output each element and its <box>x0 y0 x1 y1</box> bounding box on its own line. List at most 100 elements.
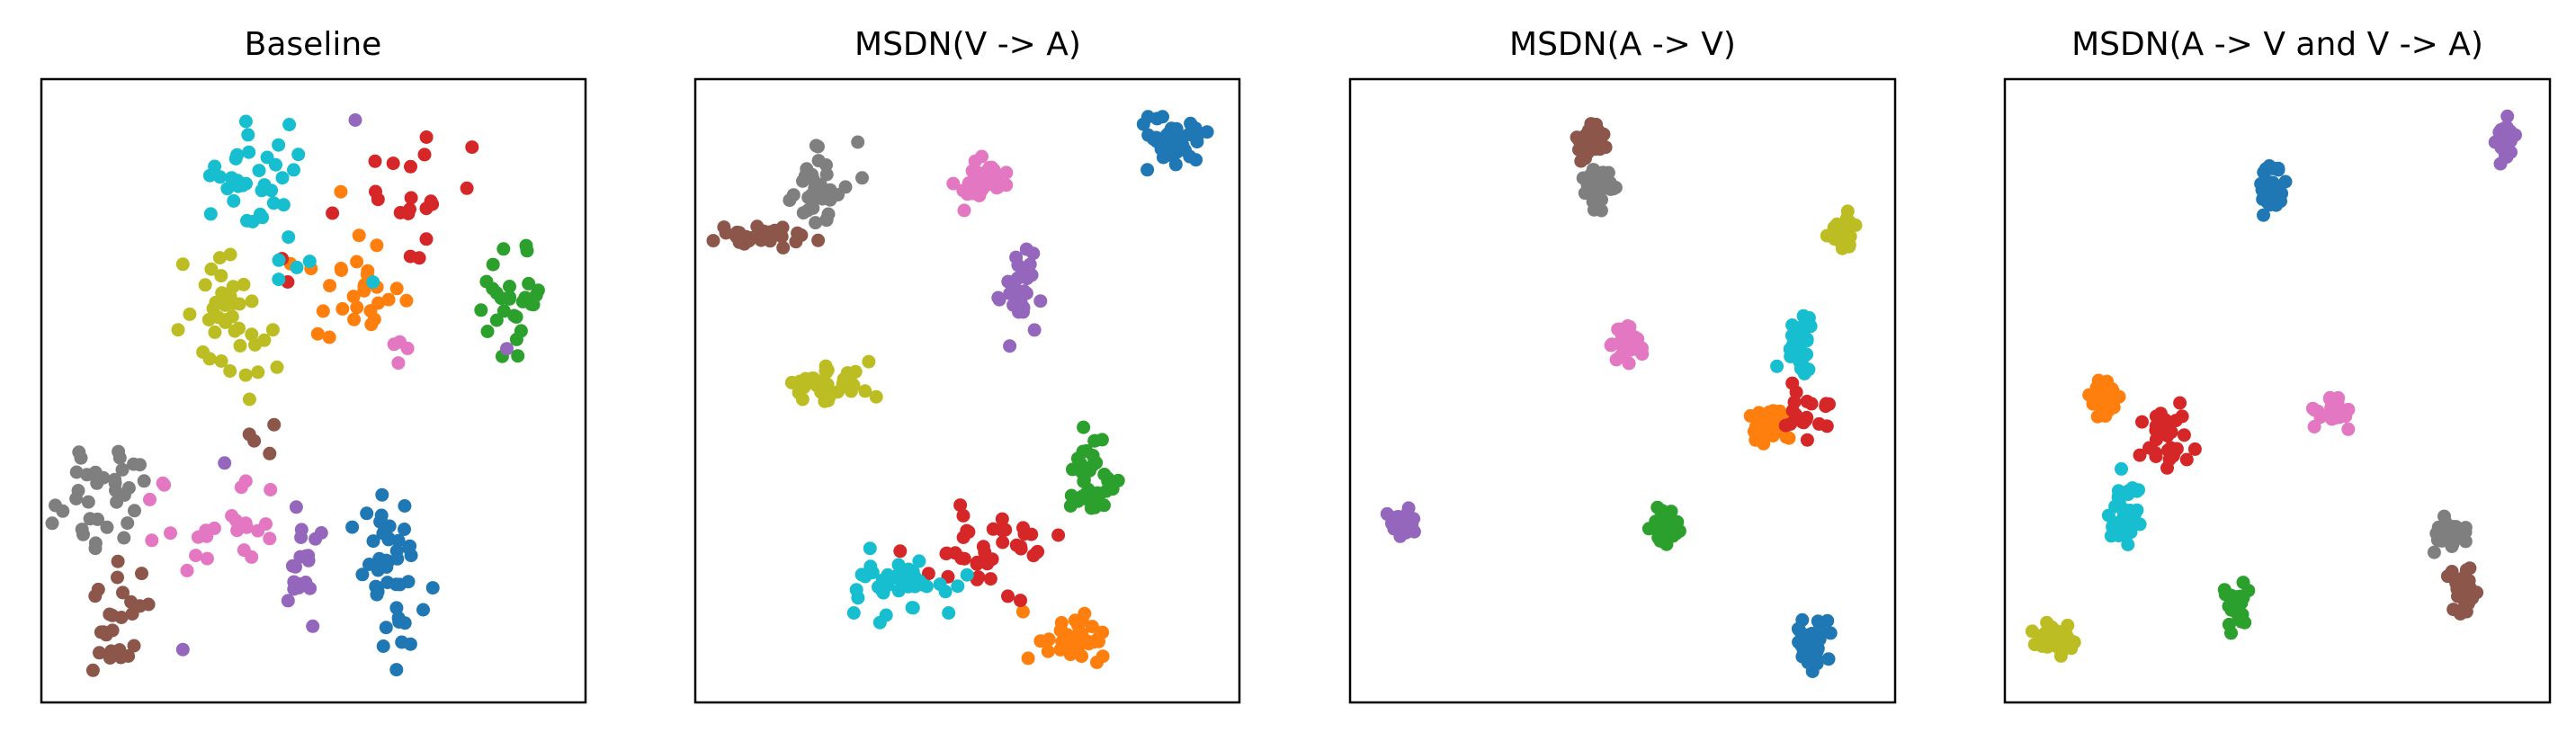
scatter-point-class-8 <box>2040 639 2054 654</box>
scatter-point-class-1 <box>1021 651 1035 666</box>
scatter-point-class-9 <box>291 148 306 162</box>
scatter-point-class-0 <box>1821 652 1836 666</box>
scatter-point-class-8 <box>270 360 284 374</box>
scatter-point-class-4 <box>291 577 305 591</box>
scatter-point-class-7 <box>2434 525 2448 540</box>
scatter-point-class-9 <box>879 608 893 622</box>
scatter-point-class-5 <box>105 608 120 622</box>
scatter-point-class-7 <box>81 495 95 509</box>
scatter-point-class-5 <box>93 646 106 660</box>
scatter-point-class-3 <box>326 206 340 220</box>
scatter-point-class-1 <box>1033 634 1048 648</box>
scatter-point-class-1 <box>370 238 384 253</box>
scatter-point-class-6 <box>2325 412 2339 426</box>
scatter-point-class-5 <box>789 235 803 249</box>
scatter-point-class-0 <box>1169 124 1184 139</box>
scatter-point-class-2 <box>1077 420 1091 434</box>
scatter-point-class-7 <box>69 465 84 479</box>
scatter-point-class-4 <box>1033 294 1048 308</box>
scatter-point-class-2 <box>515 294 530 308</box>
scatter-point-class-4 <box>314 526 328 540</box>
scatter-point-class-4 <box>218 456 232 470</box>
scatter-point-class-8 <box>265 323 280 337</box>
scatter-point-class-3 <box>1804 397 1819 411</box>
scatter-point-class-9 <box>863 541 877 556</box>
scatter-point-class-2 <box>1064 488 1078 503</box>
scatter-point-class-1 <box>1085 620 1099 634</box>
scatter-point-class-5 <box>116 586 130 600</box>
scatter-point-class-4 <box>285 559 300 573</box>
scatter-point-class-7 <box>855 171 869 185</box>
scatter-point-class-4 <box>1020 272 1034 285</box>
scatter-point-class-1 <box>350 300 364 315</box>
scatter-point-class-5 <box>113 650 128 665</box>
scatter-point-class-1 <box>335 301 350 316</box>
scatter-point-class-9 <box>241 128 255 142</box>
scatter-point-class-0 <box>345 520 360 534</box>
scatter-point-class-5 <box>94 625 108 639</box>
scatter-point-class-7 <box>851 135 865 149</box>
scatter-point-class-3 <box>2179 452 2194 467</box>
scatter-point-class-4 <box>1016 300 1031 315</box>
scatter-point-class-3 <box>1789 385 1803 399</box>
scatter-point-class-9 <box>2108 499 2123 514</box>
scatter-point-class-4 <box>1404 519 1418 533</box>
scatter-point-class-3 <box>998 523 1013 537</box>
scatter-point-class-9 <box>912 554 926 568</box>
scatter-point-class-2 <box>1656 520 1670 534</box>
scatter-point-class-2 <box>480 325 495 338</box>
scatter-point-class-8 <box>201 313 216 326</box>
scatter-point-class-8 <box>196 345 210 359</box>
scatter-point-class-4 <box>1023 257 1037 272</box>
scatter-point-class-9 <box>1803 319 1818 334</box>
scatter-point-class-5 <box>141 597 156 612</box>
panel-msdn-v-to-a: MSDN(V -> A) <box>693 26 1241 704</box>
scatter-point-class-0 <box>1812 621 1827 636</box>
scatter-point-class-8 <box>204 262 219 276</box>
scatter-point-class-6 <box>1614 348 1628 362</box>
scatter-point-class-8 <box>257 333 272 347</box>
scatter-point-class-5 <box>717 220 731 235</box>
plot-frame <box>2003 77 2552 704</box>
scatter-point-class-2 <box>489 313 504 327</box>
scatter-point-class-7 <box>75 523 89 537</box>
scatter-point-class-2 <box>1088 434 1102 448</box>
scatter-point-class-8 <box>818 359 833 373</box>
scatter-point-class-3 <box>386 156 400 171</box>
scatter-point-class-7 <box>819 190 834 204</box>
scatter-point-class-1 <box>334 184 348 199</box>
scatter-point-class-7 <box>69 492 84 505</box>
scatter-point-class-7 <box>819 167 834 182</box>
scatter-point-class-9 <box>1785 318 1800 332</box>
scatter-point-class-9 <box>891 558 906 572</box>
scatter-point-class-9 <box>905 601 919 615</box>
scatter-point-class-9 <box>919 579 934 594</box>
scatter-point-class-9 <box>220 182 235 196</box>
scatter-point-class-1 <box>1779 430 1793 444</box>
scatter-point-class-0 <box>381 532 396 546</box>
scatter-point-class-6 <box>946 176 961 191</box>
scatter-point-class-9 <box>1797 348 1811 362</box>
scatter-point-class-5 <box>135 567 148 581</box>
scatter-point-class-3 <box>425 197 440 211</box>
scatter-point-class-6 <box>968 154 982 168</box>
scatter-point-class-0 <box>1823 626 1838 640</box>
scatter-point-class-0 <box>389 601 404 615</box>
scatter-point-class-0 <box>1161 142 1176 156</box>
scatter-point-class-1 <box>2090 409 2105 424</box>
scatter-point-class-9 <box>901 579 916 594</box>
scatter-point-class-9 <box>2125 481 2140 496</box>
scatter-point-class-1 <box>352 228 366 243</box>
scatter-point-class-2 <box>503 280 516 293</box>
scatter-point-class-3 <box>1031 544 1045 559</box>
scatter-point-class-5 <box>267 417 282 432</box>
scatter-point-class-5 <box>85 663 100 677</box>
scatter-point-class-2 <box>486 257 500 272</box>
panel-baseline: Baseline <box>40 26 587 704</box>
scatter-point-class-3 <box>460 181 474 195</box>
scatter-point-class-0 <box>376 517 390 532</box>
scatter-point-class-2 <box>507 308 522 323</box>
scatter-point-class-8 <box>1829 217 1844 231</box>
scatter-point-class-0 <box>398 499 412 513</box>
scatter-point-class-9 <box>938 585 953 599</box>
